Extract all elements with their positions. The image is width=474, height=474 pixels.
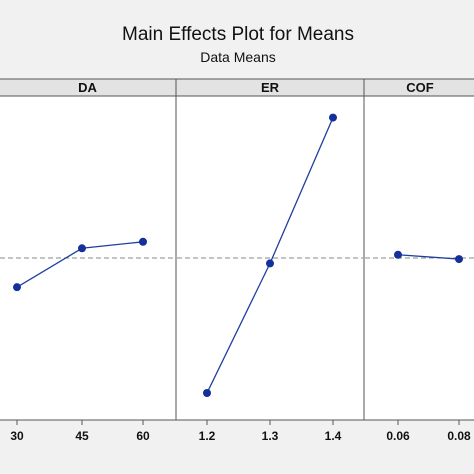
x-tick-label: 30 — [10, 429, 24, 443]
x-tick-label: 1.4 — [325, 429, 342, 443]
panel-er: ER 1.2 1.3 1.4 — [175, 78, 365, 443]
panel-label: ER — [261, 80, 280, 95]
data-point — [203, 389, 211, 397]
chart-title: Main Effects Plot for Means — [122, 24, 354, 45]
data-point — [394, 250, 402, 259]
x-tick-label: 60 — [136, 429, 150, 443]
series-line — [397, 254, 460, 260]
chart-subtitle: Data Means — [200, 49, 275, 65]
panel-label: DA — [78, 80, 97, 95]
x-tick-label: 0.06 — [386, 429, 410, 443]
x-tick-label: 1.3 — [262, 429, 279, 443]
data-point — [329, 113, 337, 122]
x-tick-label: 1.2 — [199, 429, 216, 443]
data-point — [455, 255, 463, 264]
data-point — [139, 237, 147, 246]
panel-label: COF — [406, 80, 434, 95]
panel-da: DA 30 45 60 — [0, 78, 177, 443]
plot-area: DA 30 45 60 ER 1.2 1.3 1.4 COF 0.06 0.08 — [0, 78, 474, 443]
data-point — [13, 283, 21, 292]
x-tick-label: 45 — [75, 429, 89, 443]
data-point — [266, 259, 274, 268]
panel-cof: COF 0.06 0.08 — [363, 78, 474, 443]
x-tick-label: 0.08 — [447, 429, 471, 443]
data-point — [78, 244, 86, 253]
